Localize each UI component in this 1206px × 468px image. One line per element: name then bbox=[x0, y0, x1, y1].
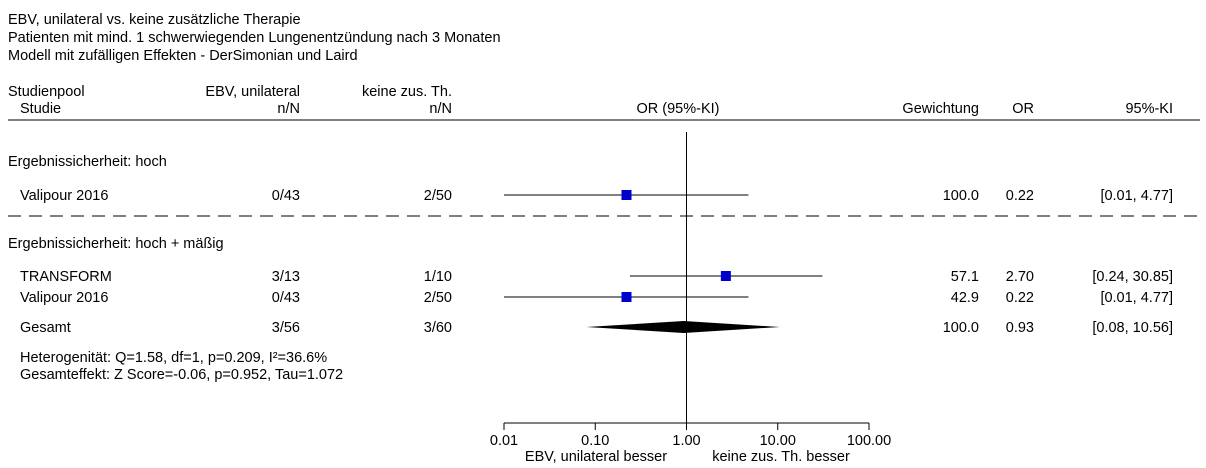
heterogeneity-note: Heterogenität: Q=1.58, df=1, p=0.209, I²… bbox=[20, 350, 327, 366]
col-header-studie: Studie bbox=[20, 101, 61, 117]
plot-subtitle: Patienten mit mind. 1 schwerwiegenden Lu… bbox=[8, 30, 501, 46]
x-tick-label: 0.10 bbox=[581, 433, 609, 449]
col-header-ci: 95%-KI bbox=[1125, 101, 1173, 117]
study-weight: 42.9 bbox=[951, 290, 979, 306]
study-group2-events: 2/50 bbox=[424, 188, 452, 204]
forest-marks: 0.01 0.10 1.00 10.00 100.00 bbox=[490, 190, 891, 449]
study-or: 0.22 bbox=[1006, 188, 1034, 204]
study-name: TRANSFORM bbox=[20, 269, 112, 285]
study-ci: [0.24, 30.85] bbox=[1092, 269, 1173, 285]
x-axis-label-left: EBV, unilateral besser bbox=[525, 449, 667, 465]
study-weight: 57.1 bbox=[951, 269, 979, 285]
col-header-group1-nn: n/N bbox=[277, 101, 300, 117]
pooled-group2-events: 3/60 bbox=[424, 320, 452, 336]
study-or: 2.70 bbox=[1006, 269, 1034, 285]
study-or-marker bbox=[720, 271, 731, 281]
x-tick-label: 10.00 bbox=[760, 433, 796, 449]
pooled-weight: 100.0 bbox=[943, 320, 979, 336]
plot-model: Modell mit zufälligen Effekten - DerSimo… bbox=[8, 48, 358, 64]
col-header-group2-nn: n/N bbox=[429, 101, 452, 117]
study-weight: 100.0 bbox=[943, 188, 979, 204]
col-header-effect: OR (95%-KI) bbox=[637, 101, 720, 117]
study-name: Valipour 2016 bbox=[20, 188, 108, 204]
pooled-name: Gesamt bbox=[20, 320, 71, 336]
pooled-ci: [0.08, 10.56] bbox=[1092, 320, 1173, 336]
section-title-hoch: Ergebnissicherheit: hoch bbox=[8, 154, 167, 170]
study-group1-events: 3/13 bbox=[272, 269, 300, 285]
col-header-studienpool: Studienpool bbox=[8, 84, 85, 100]
x-tick-label: 0.01 bbox=[490, 433, 518, 449]
study-ci: [0.01, 4.77] bbox=[1100, 188, 1173, 204]
study-or-marker bbox=[621, 190, 632, 200]
study-group2-events: 1/10 bbox=[424, 269, 452, 285]
x-axis-label-right: keine zus. Th. besser bbox=[712, 449, 850, 465]
study-ci: [0.01, 4.77] bbox=[1100, 290, 1173, 306]
x-tick-label: 1.00 bbox=[672, 433, 700, 449]
study-or-marker bbox=[621, 292, 632, 302]
study-group1-events: 0/43 bbox=[272, 188, 300, 204]
col-header-group2: keine zus. Th. bbox=[362, 84, 452, 100]
pooled-group1-events: 3/56 bbox=[272, 320, 300, 336]
study-group2-events: 2/50 bbox=[424, 290, 452, 306]
x-tick-label: 100.00 bbox=[847, 433, 891, 449]
study-name: Valipour 2016 bbox=[20, 290, 108, 306]
pooled-or: 0.93 bbox=[1006, 320, 1034, 336]
overall-effect-note: Gesamteffekt: Z Score=-0.06, p=0.952, Ta… bbox=[20, 367, 343, 383]
study-group1-events: 0/43 bbox=[272, 290, 300, 306]
col-header-group1: EBV, unilateral bbox=[205, 84, 300, 100]
col-header-or: OR bbox=[1012, 101, 1034, 117]
section-title-hoch-maessig: Ergebnissicherheit: hoch + mäßig bbox=[8, 236, 224, 252]
col-header-weight: Gewichtung bbox=[902, 101, 979, 117]
plot-title: EBV, unilateral vs. keine zusätzliche Th… bbox=[8, 12, 301, 28]
study-or: 0.22 bbox=[1006, 290, 1034, 306]
pooled-diamond bbox=[586, 321, 780, 333]
